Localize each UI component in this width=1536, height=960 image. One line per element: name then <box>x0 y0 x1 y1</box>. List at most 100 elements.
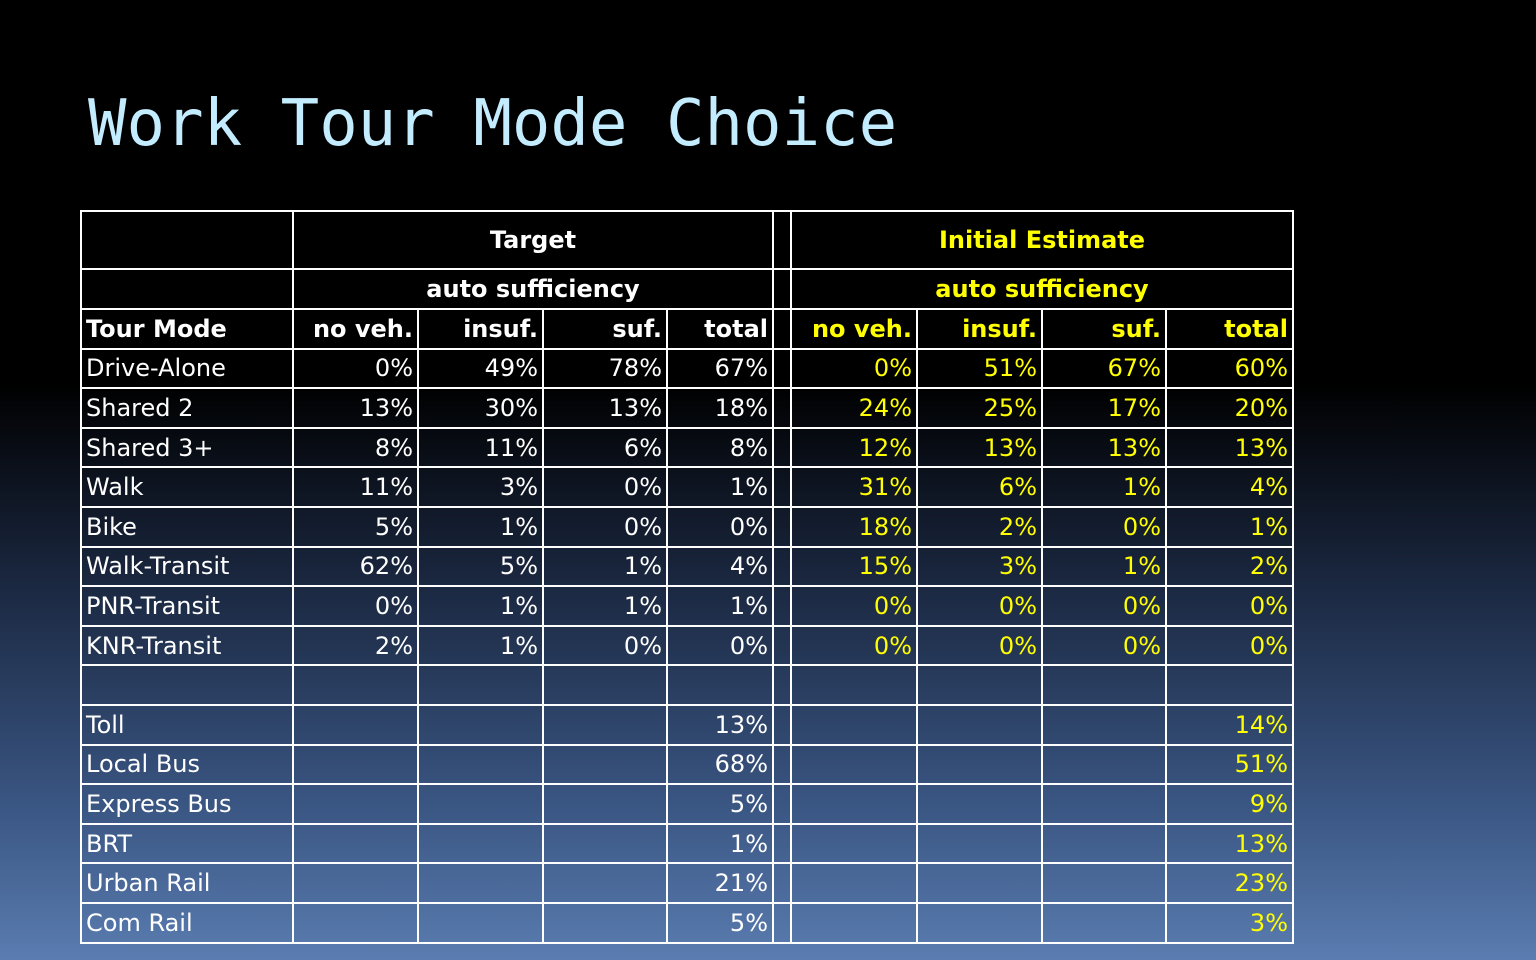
target-insuf-cell <box>417 664 544 706</box>
corner-cell <box>80 268 294 310</box>
table-row: Toll 13% 14% <box>80 703 1294 746</box>
initial-insuf-cell: 0% <box>916 585 1043 627</box>
initial-total-cell: 0% <box>1165 585 1294 627</box>
separator-cell <box>772 387 792 429</box>
target-insuf-cell <box>417 901 544 944</box>
target-no-veh-cell <box>292 822 419 865</box>
column-header-initial-insuf: insuf. <box>916 308 1043 350</box>
separator-cell <box>772 347 792 390</box>
separator-cell <box>772 426 792 469</box>
table-row: Com Rail 5% 3% <box>80 901 1294 944</box>
initial-no-veh-cell: 31% <box>790 466 918 508</box>
initial-suf-cell <box>1041 822 1167 865</box>
initial-total-cell: 2% <box>1165 545 1294 588</box>
column-header-target-suf: suf. <box>542 308 668 350</box>
initial-no-veh-cell: 0% <box>790 585 918 627</box>
target-total-cell: 4% <box>666 545 774 588</box>
initial-suf-cell <box>1041 901 1167 944</box>
tour-mode-cell: Drive-Alone <box>80 347 294 390</box>
table-row: Walk 11% 3% 0% 1% 31% 6% 1% 4% <box>80 466 1294 508</box>
target-total-cell: 5% <box>666 901 774 944</box>
initial-total-cell: 14% <box>1165 703 1294 746</box>
target-insuf-cell: 1% <box>417 585 544 627</box>
target-suf-cell: 0% <box>542 624 668 667</box>
initial-no-veh-cell: 18% <box>790 505 918 548</box>
separator-cell <box>772 585 792 627</box>
target-total-cell: 67% <box>666 347 774 390</box>
target-insuf-cell: 30% <box>417 387 544 429</box>
initial-total-cell: 13% <box>1165 426 1294 469</box>
table-row: Local Bus 68% 51% <box>80 743 1294 786</box>
initial-total-cell: 23% <box>1165 862 1294 904</box>
target-suf-cell: 1% <box>542 545 668 588</box>
initial-insuf-cell: 6% <box>916 466 1043 508</box>
target-no-veh-cell: 5% <box>292 505 419 548</box>
tour-mode-cell: PNR-Transit <box>80 585 294 627</box>
initial-suf-cell: 1% <box>1041 545 1167 588</box>
initial-total-cell <box>1165 664 1294 706</box>
target-no-veh-cell: 0% <box>292 347 419 390</box>
mode-choice-table: Target Initial Estimate auto sufficiency… <box>80 210 1294 944</box>
column-header-target-no-veh: no veh. <box>292 308 419 350</box>
initial-insuf-cell: 2% <box>916 505 1043 548</box>
target-total-cell: 13% <box>666 703 774 746</box>
target-suf-cell: 6% <box>542 426 668 469</box>
target-no-veh-cell: 8% <box>292 426 419 469</box>
target-insuf-cell <box>417 783 544 825</box>
initial-suf-cell: 0% <box>1041 505 1167 548</box>
tour-mode-cell: Walk <box>80 466 294 508</box>
target-no-veh-cell <box>292 664 419 706</box>
initial-total-cell: 1% <box>1165 505 1294 548</box>
tour-mode-cell: Walk-Transit <box>80 545 294 588</box>
column-header-initial-total: total <box>1165 308 1294 350</box>
initial-no-veh-cell <box>790 901 918 944</box>
initial-insuf-cell <box>916 783 1043 825</box>
initial-insuf-cell <box>916 703 1043 746</box>
separator-cell <box>772 862 792 904</box>
target-total-cell <box>666 664 774 706</box>
initial-total-cell: 51% <box>1165 743 1294 786</box>
target-suf-cell <box>542 743 668 786</box>
separator-cell <box>772 210 792 270</box>
target-no-veh-cell <box>292 783 419 825</box>
initial-estimate-group-header: Initial Estimate <box>790 210 1294 270</box>
initial-total-cell: 4% <box>1165 466 1294 508</box>
column-header-row: Tour Mode no veh. insuf. suf. total no v… <box>80 308 1294 350</box>
separator-cell <box>772 901 792 944</box>
separator-cell <box>772 545 792 588</box>
tour-mode-cell: Shared 3+ <box>80 426 294 469</box>
target-no-veh-cell: 11% <box>292 466 419 508</box>
target-suf-cell: 13% <box>542 387 668 429</box>
initial-estimate-subheader: auto sufficiency <box>790 268 1294 310</box>
target-suf-cell <box>542 822 668 865</box>
initial-suf-cell <box>1041 703 1167 746</box>
initial-insuf-cell <box>916 743 1043 786</box>
tour-mode-cell <box>80 664 294 706</box>
target-suf-cell <box>542 862 668 904</box>
separator-cell <box>772 624 792 667</box>
column-header-tour-mode: Tour Mode <box>80 308 294 350</box>
target-total-cell: 1% <box>666 585 774 627</box>
initial-total-cell: 60% <box>1165 347 1294 390</box>
initial-no-veh-cell <box>790 862 918 904</box>
initial-suf-cell <box>1041 743 1167 786</box>
initial-insuf-cell: 0% <box>916 624 1043 667</box>
target-total-cell: 21% <box>666 862 774 904</box>
initial-no-veh-cell <box>790 822 918 865</box>
tour-mode-cell: Com Rail <box>80 901 294 944</box>
initial-no-veh-cell: 24% <box>790 387 918 429</box>
target-suf-cell <box>542 703 668 746</box>
tour-mode-cell: KNR-Transit <box>80 624 294 667</box>
initial-suf-cell: 0% <box>1041 585 1167 627</box>
target-total-cell: 1% <box>666 822 774 865</box>
table-row: Bike 5% 1% 0% 0% 18% 2% 0% 1% <box>80 505 1294 548</box>
initial-suf-cell: 13% <box>1041 426 1167 469</box>
target-insuf-cell: 49% <box>417 347 544 390</box>
target-total-cell: 5% <box>666 783 774 825</box>
initial-insuf-cell <box>916 862 1043 904</box>
target-suf-cell: 1% <box>542 585 668 627</box>
initial-no-veh-cell <box>790 783 918 825</box>
column-header-target-insuf: insuf. <box>417 308 544 350</box>
table-row: BRT 1% 13% <box>80 822 1294 865</box>
table-row: PNR-Transit 0% 1% 1% 1% 0% 0% 0% 0% <box>80 585 1294 627</box>
